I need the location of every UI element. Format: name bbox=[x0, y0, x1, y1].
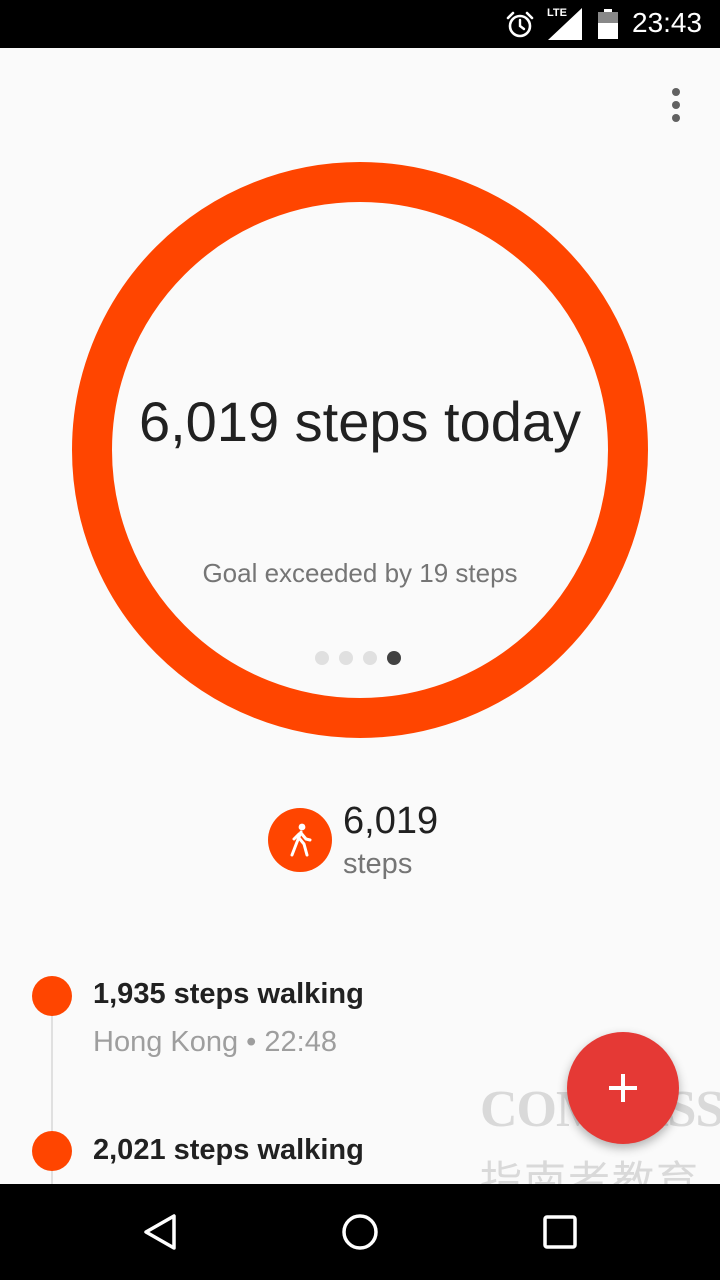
alarm-icon bbox=[506, 11, 534, 38]
timeline-dot bbox=[32, 976, 72, 1016]
navigation-bar bbox=[0, 1184, 720, 1280]
timeline-item[interactable]: 2,021 steps walking bbox=[0, 1126, 720, 1184]
more-vert-icon[interactable] bbox=[660, 84, 692, 126]
status-bar: LTE 23:43 bbox=[0, 0, 720, 48]
timeline-item-subtitle: Hong Kong • 22:48 bbox=[93, 1026, 337, 1058]
menu-dot bbox=[672, 101, 680, 109]
page-dot-active bbox=[387, 651, 401, 665]
home-icon[interactable] bbox=[336, 1208, 384, 1256]
timeline-item-title: 2,021 steps walking bbox=[93, 1134, 364, 1166]
status-time: 23:43 bbox=[632, 7, 703, 38]
menu-dot bbox=[672, 88, 680, 96]
timeline-item-title: 1,935 steps walking bbox=[93, 978, 364, 1010]
signal-icon bbox=[548, 8, 582, 40]
page-dot bbox=[363, 651, 377, 665]
steps-today-headline: 6,019 steps today bbox=[72, 388, 648, 455]
page-indicator bbox=[315, 651, 415, 665]
menu-dot bbox=[672, 114, 680, 122]
timeline-line bbox=[51, 1012, 53, 1187]
goal-status-text: Goal exceeded by 19 steps bbox=[202, 558, 518, 588]
timeline-dot bbox=[32, 1131, 72, 1171]
steps-today-text: 6,019 steps today bbox=[138, 390, 582, 453]
back-icon[interactable] bbox=[136, 1208, 184, 1256]
battery-icon bbox=[598, 9, 618, 39]
page-dot bbox=[315, 651, 329, 665]
add-button[interactable] bbox=[567, 1032, 679, 1144]
summary-steps-value: 6,019 bbox=[343, 800, 439, 842]
recents-icon[interactable] bbox=[536, 1208, 584, 1256]
walking-icon bbox=[268, 808, 332, 872]
ring-content: 6,019 steps today Goal exceeded by 19 st… bbox=[72, 162, 648, 738]
add-icon-stroke bbox=[621, 1074, 625, 1102]
page-dot bbox=[339, 651, 353, 665]
network-type-label: LTE bbox=[547, 7, 567, 19]
timeline-item[interactable]: 1,935 steps walking Hong Kong • 22:48 bbox=[0, 970, 720, 1070]
summary-steps-unit: steps bbox=[343, 848, 413, 880]
